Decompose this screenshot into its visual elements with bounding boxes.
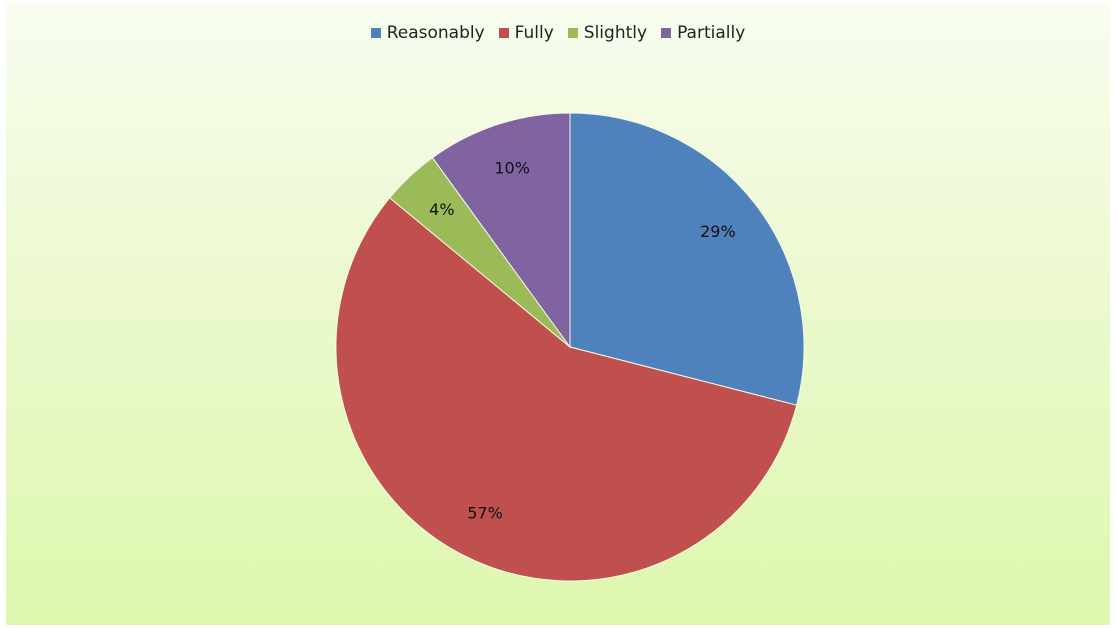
- legend-label-fully: Fully: [514, 23, 554, 43]
- legend: Reasonably Fully Slightly Partially: [6, 23, 1110, 43]
- legend-item-fully: Fully: [498, 23, 554, 43]
- legend-label-reasonably: Reasonably: [386, 23, 485, 43]
- legend-item-slightly: Slightly: [567, 23, 648, 43]
- data-label-slightly: 4%: [429, 200, 454, 219]
- pie-slice-fully: [335, 197, 798, 582]
- legend-swatch-partially: [661, 28, 672, 38]
- legend-swatch-fully: [498, 28, 509, 38]
- legend-label-slightly: Slightly: [583, 23, 648, 43]
- pie-slice-partially: [431, 112, 571, 349]
- pie-chart: 29% 57% 4% 10%: [335, 112, 805, 582]
- chart-area: Reasonably Fully Slightly Partially 29% 5…: [6, 4, 1110, 625]
- data-label-partially: 10%: [494, 158, 530, 177]
- legend-label-partially: Partially: [677, 23, 746, 43]
- legend-swatch-slightly: [567, 28, 578, 38]
- legend-item-reasonably: Reasonably: [370, 23, 485, 43]
- legend-swatch-reasonably: [370, 28, 381, 38]
- data-label-reasonably: 29%: [700, 222, 736, 241]
- data-label-fully: 57%: [467, 503, 503, 522]
- pie-slice-reasonably: [569, 112, 805, 406]
- legend-item-partially: Partially: [661, 23, 745, 43]
